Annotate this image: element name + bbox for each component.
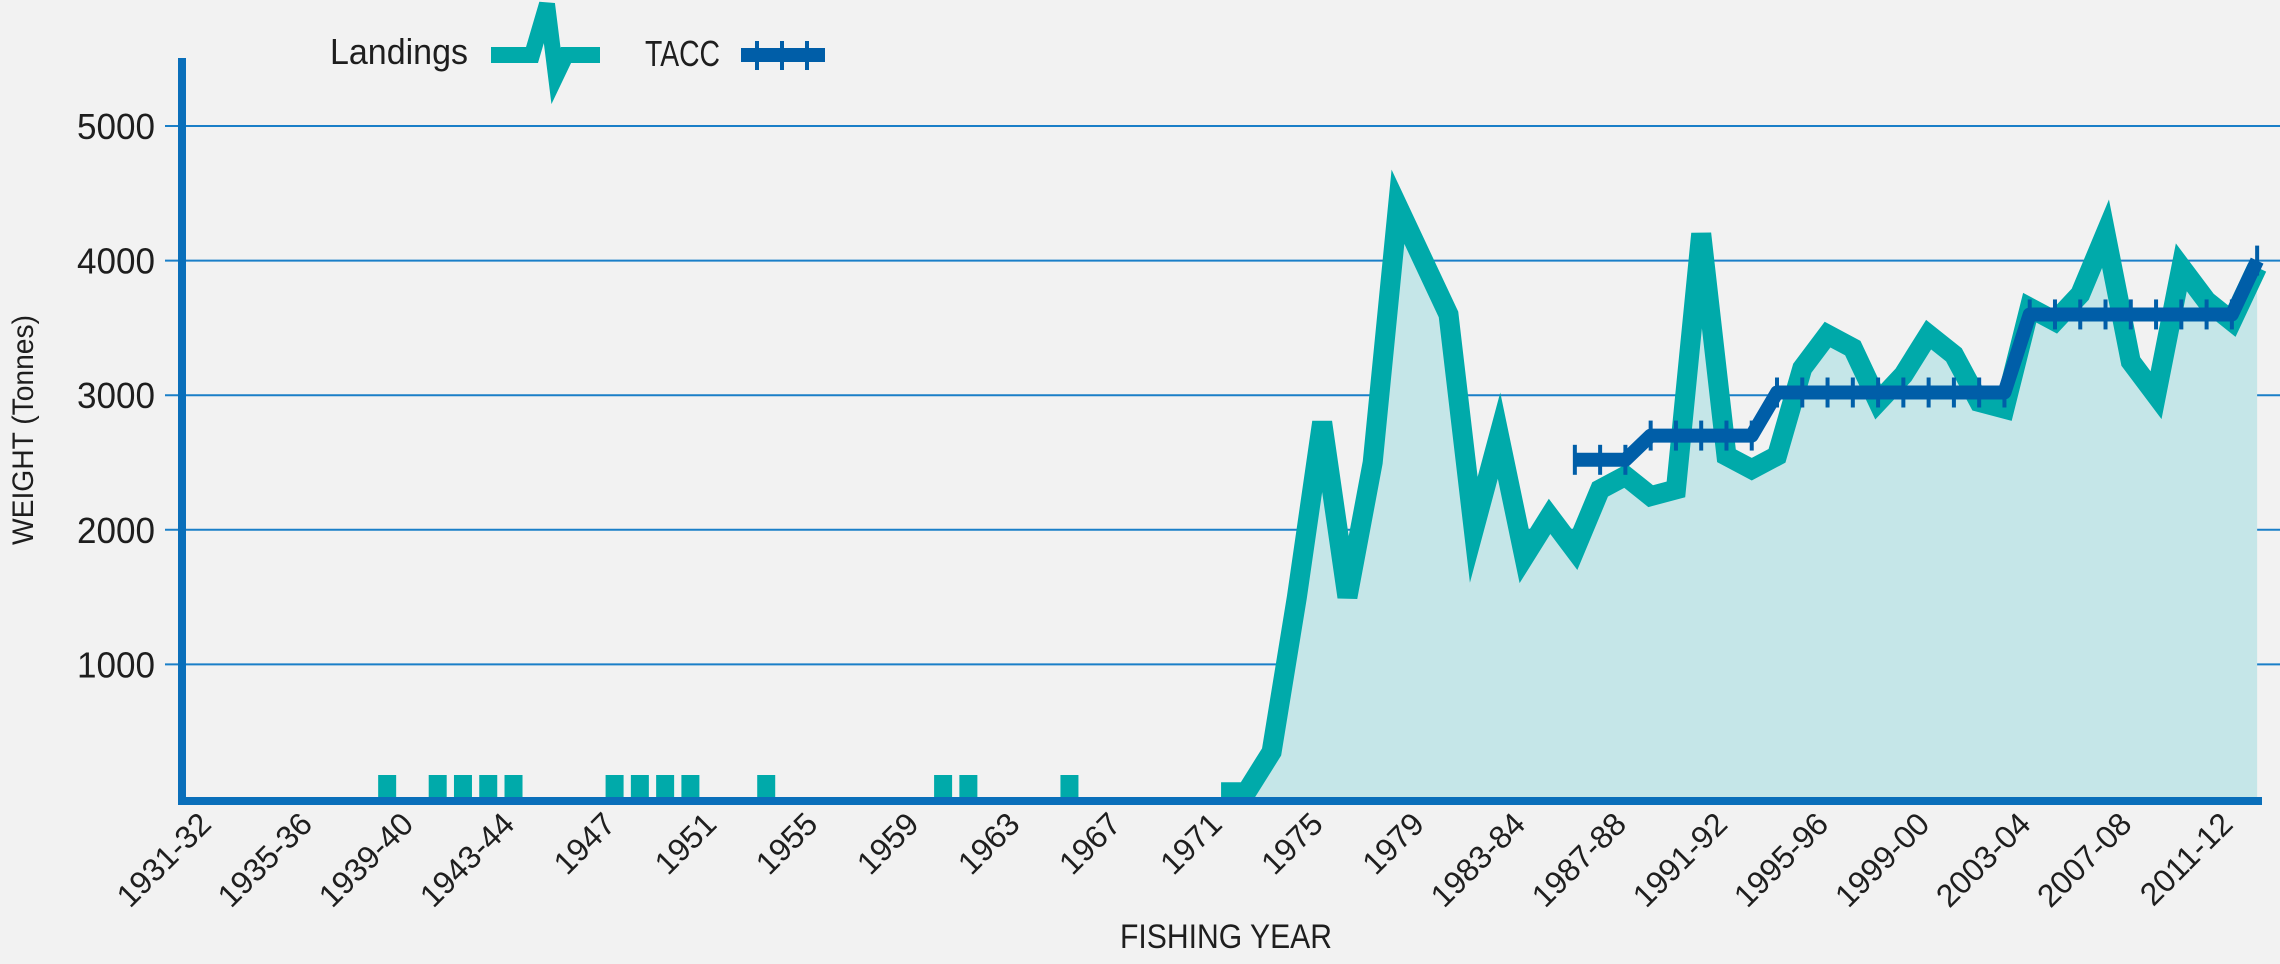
legend-label-tacc: TACC: [645, 33, 720, 74]
landings-point: [1060, 775, 1079, 799]
landings-point: [479, 775, 498, 799]
landings-series: [378, 169, 2267, 803]
y-tick-label: 3000: [77, 375, 155, 416]
axes: [178, 58, 2262, 805]
landings-point: [959, 775, 978, 799]
tacc-series: [1572, 245, 2264, 475]
landings-point: [757, 775, 776, 799]
tacc-line: [1574, 257, 2264, 467]
landings-point: [934, 775, 953, 799]
y-tick-label: 4000: [77, 241, 155, 282]
y-tick-label: 2000: [77, 510, 155, 551]
landings-point: [630, 775, 649, 799]
landings-point: [428, 775, 447, 799]
legend-label-landings: Landings: [330, 31, 468, 72]
y-axis-label: WEIGHT (Tonnes): [7, 315, 40, 545]
y-tick-label: 1000: [77, 644, 155, 685]
landings-area-fill: [1221, 206, 2258, 799]
landings-point: [605, 775, 624, 799]
legend-swatch-tacc: [741, 41, 825, 70]
landings-point: [378, 775, 397, 799]
landings-line: [1221, 169, 2267, 803]
landings-point: [504, 775, 523, 799]
landings-point: [681, 775, 700, 799]
y-tick-label: 5000: [77, 106, 155, 147]
legend-swatch-landings: [491, 1, 600, 105]
x-axis-label: FISHING YEAR: [1120, 918, 1332, 956]
landings-point: [656, 775, 675, 799]
y-tick-labels: 1000 2000 3000 4000 5000: [77, 106, 155, 685]
landings-point: [453, 775, 472, 799]
legend: Landings TACC: [330, 1, 825, 105]
